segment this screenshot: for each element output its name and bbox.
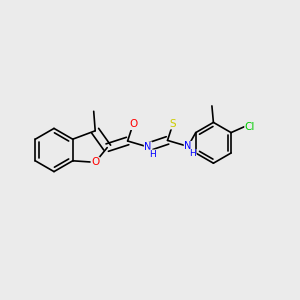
Text: O: O (129, 119, 137, 130)
Text: O: O (91, 157, 99, 167)
Text: Cl: Cl (245, 122, 255, 132)
Text: N: N (184, 141, 192, 152)
Text: H: H (149, 150, 156, 159)
Text: H: H (189, 149, 196, 158)
Text: N: N (144, 142, 152, 152)
Text: S: S (169, 119, 176, 129)
